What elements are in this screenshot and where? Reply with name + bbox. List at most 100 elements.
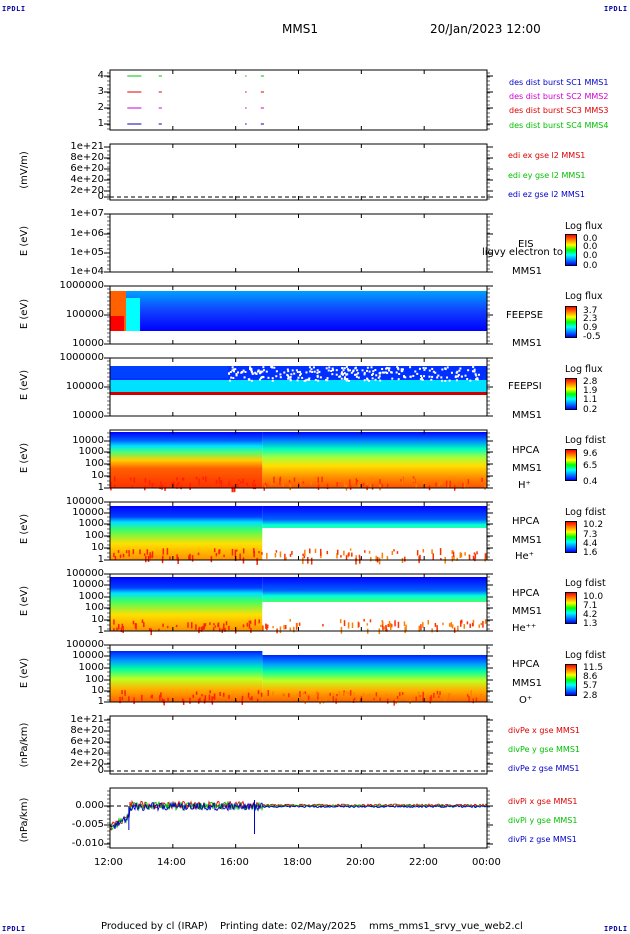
hpca_o-speck — [362, 693, 365, 698]
hpca_he-speck — [440, 557, 442, 560]
hpca_hepp-ytick-label: 100000 — [65, 568, 104, 579]
feepse-hottest-patch — [110, 316, 124, 331]
hpca_hepp-speck — [347, 622, 350, 629]
hpca_h-speck — [176, 477, 178, 481]
hpca_he-speck — [266, 552, 268, 559]
feepsi-speckle — [363, 371, 366, 374]
feepsi-speckle — [388, 367, 391, 370]
hpca_o-speck — [373, 697, 375, 701]
hpca_h-speck — [326, 483, 329, 490]
hpca_h-speck — [252, 482, 254, 486]
hpca_hepp-speck — [457, 625, 459, 632]
hpca_he-speck — [393, 549, 395, 552]
hpca_hepp-speck — [203, 623, 205, 630]
hpca_h-speck — [422, 481, 425, 486]
hpca_hepp-speck — [404, 626, 406, 634]
feepsi-speckle — [231, 369, 234, 372]
feepsi-speckle — [343, 378, 346, 381]
feepsi-speckle — [371, 373, 374, 376]
feepse-spectrogram — [110, 291, 487, 331]
hpca_o-speck — [209, 690, 211, 694]
hpca_hepp-speck — [218, 627, 221, 632]
hpca_he-speck — [386, 555, 389, 560]
burst-ytick-label: 1 — [97, 118, 104, 129]
hpca_hepp-speck — [248, 623, 251, 629]
hpca_h-speck — [144, 478, 147, 483]
divpi-frame — [109, 787, 488, 849]
hpca-o-cbar-v1: 8.6 — [583, 672, 598, 682]
feepse-ytick-label: 100000 — [65, 309, 104, 320]
feepsi-speckle — [287, 370, 290, 373]
hpca_he-ytick-label: 10 — [91, 542, 104, 553]
feepsi-speckle — [467, 369, 470, 372]
x-tick-1600: 16:00 — [220, 857, 249, 868]
feepsi-speckle — [420, 376, 423, 379]
hpca_h-speck — [282, 480, 284, 487]
feepsi-speckle — [326, 379, 329, 382]
hpca_he-speck — [188, 555, 190, 560]
feepsi-speckle — [386, 372, 389, 375]
feepsi-speckle — [303, 379, 306, 382]
hpca_hepp-speck — [122, 626, 124, 633]
hpca_h-ytick-label: 1 — [97, 482, 104, 493]
x-tick-1800: 18:00 — [283, 857, 312, 868]
eis-ylabel: E (eV) — [19, 225, 30, 257]
hpca_hepp-speck — [298, 622, 301, 626]
feepsi-speckle — [332, 369, 335, 372]
hpca_h-speck — [265, 484, 268, 487]
burst-ytick-label: 2 — [97, 102, 104, 113]
hpca_hepp-ytick-label: 1000 — [78, 591, 104, 602]
hpca_he-speck — [231, 548, 234, 556]
hpca_o-speck — [475, 697, 478, 702]
burst-legend-sc3: des dist burst SC3 MMS3 — [509, 106, 609, 115]
hpca_o-speck — [329, 692, 331, 696]
hpca_he-speck — [460, 552, 463, 558]
hpca_he-speck — [143, 553, 146, 556]
hpca_he-speck — [431, 549, 433, 555]
feepsi-speckle — [317, 379, 320, 382]
hpca_he-speck — [128, 553, 130, 557]
hpca_he-speck — [256, 557, 258, 565]
feepsi-speckle — [346, 378, 349, 381]
hpca_o-speck — [160, 692, 162, 698]
edi-legend-ex: edi ex gse l2 MMS1 — [508, 151, 586, 160]
feepsi-speckle — [356, 369, 359, 372]
hpca_he-speck — [177, 557, 179, 565]
feepsi-speckle — [395, 371, 398, 374]
feepsi-speckle — [372, 370, 375, 373]
hpca_he-speck — [210, 556, 213, 563]
divpe-ytick-label: 8e+20 — [70, 725, 104, 736]
hpca_hepp-speck — [469, 623, 471, 628]
feepsi-speckle — [310, 368, 313, 371]
hpca_o-speck — [316, 691, 318, 697]
feepsi-speckle — [391, 377, 394, 380]
hpca_he-speck — [319, 548, 322, 556]
feepsi-speckle — [283, 371, 286, 374]
hpca_h-speck — [159, 485, 161, 490]
feepsi-speckle — [352, 370, 355, 373]
hpca_o-speck — [199, 697, 201, 703]
hpca_he-speck — [146, 549, 149, 555]
hpca_o-speck — [249, 697, 251, 701]
feepsi-speckle — [378, 375, 381, 378]
hpca-he-cbar-v2: 4.4 — [583, 539, 598, 549]
hpca_he-speck — [145, 555, 147, 563]
hpca_o-speck — [366, 694, 369, 697]
feepsi-speckle — [347, 369, 350, 372]
feepsi-speckle — [357, 376, 360, 379]
feepsi-speckle — [271, 379, 274, 382]
hpca-o-colorbar — [565, 664, 577, 696]
feepsi-speckle — [428, 369, 431, 372]
hpca_he-speck — [474, 553, 477, 559]
feepsi-speckle — [368, 370, 371, 373]
feepsi-speckle — [247, 378, 250, 381]
hpca_he-speck — [253, 550, 255, 558]
hpca_h-speck — [412, 477, 414, 482]
hpca_he-speck — [279, 551, 282, 558]
hpca_hepp-speck — [434, 622, 437, 627]
burst-ytick-label: 3 — [97, 86, 104, 97]
divpe-ytick-label: 4e+20 — [70, 747, 104, 758]
hpca_o-speck — [429, 696, 432, 704]
divpe-legend-y: divPe y gse MMS1 — [508, 745, 580, 754]
hpca_hepp-ytick-label: 10000 — [72, 579, 104, 590]
